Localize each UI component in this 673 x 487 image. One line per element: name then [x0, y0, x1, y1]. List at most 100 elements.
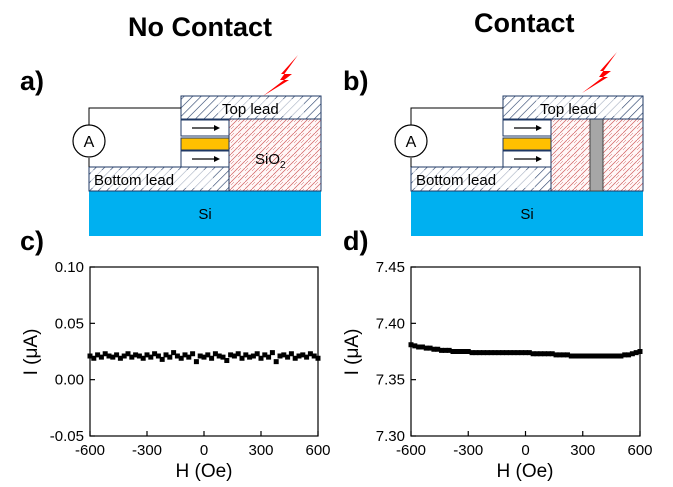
- x-tick-label: 600: [627, 442, 652, 459]
- data-point: [419, 344, 425, 350]
- data-point: [262, 352, 268, 358]
- data-point: [315, 355, 321, 361]
- y-tick-label: -0.05: [50, 428, 84, 445]
- data-point: [216, 353, 222, 359]
- data-point: [87, 353, 93, 359]
- sio2-label: SiO2: [255, 151, 286, 171]
- spacer-layer: [180, 137, 230, 151]
- heading-contact: Contact: [474, 8, 575, 38]
- data-point: [155, 353, 161, 359]
- data-point: [515, 350, 521, 356]
- data-point: [461, 349, 467, 354]
- data-point: [511, 350, 517, 356]
- data-point: [595, 353, 601, 359]
- data-point: [250, 353, 256, 359]
- data-point: [599, 353, 605, 359]
- data-point: [95, 352, 101, 358]
- sio2-region: [228, 118, 322, 192]
- ammeter-label: A: [406, 134, 417, 151]
- substrate-si: [89, 191, 321, 236]
- data-point: [580, 353, 586, 359]
- data-point: [171, 350, 177, 356]
- data-point: [435, 346, 441, 352]
- chart-d: 7.307.357.407.45 -600 -300 0 300 600 I (μA) …: [342, 259, 653, 482]
- data-point: [519, 350, 525, 356]
- data-point: [606, 353, 612, 359]
- data-point: [193, 359, 199, 365]
- data-point: [182, 352, 188, 358]
- y-tick-label: 7.45: [376, 259, 405, 276]
- data-point: [285, 354, 291, 360]
- y-tick-label: 0.05: [55, 315, 84, 332]
- data-point: [503, 350, 509, 356]
- ammeter-icon: [394, 124, 428, 158]
- data-point: [484, 350, 490, 356]
- data-point: [125, 351, 131, 357]
- substrate-label: Si: [198, 206, 211, 223]
- data-point: [197, 353, 203, 359]
- data-point: [159, 356, 165, 362]
- y-tick-label: 7.35: [376, 372, 405, 389]
- data-point: [603, 353, 609, 359]
- x-tick-label: -600: [75, 442, 105, 459]
- bottom-lead-label: Bottom lead: [416, 172, 496, 189]
- x-tick-label: -600: [396, 442, 426, 459]
- data-point: [201, 354, 207, 360]
- data-point: [496, 350, 502, 356]
- data-point: [121, 353, 127, 359]
- x-tick-label: 0: [200, 442, 208, 459]
- data-point: [258, 355, 264, 361]
- pinhole-contact: [589, 118, 604, 192]
- data-point: [526, 350, 532, 356]
- data-point: [178, 355, 184, 361]
- data-point: [266, 354, 272, 360]
- x-tick-label: 0: [521, 442, 529, 459]
- data-point: [492, 350, 498, 356]
- data-point: [412, 343, 418, 349]
- data-point: [557, 352, 563, 358]
- top-lead-label: Top lead: [222, 101, 279, 118]
- data-point: [587, 353, 593, 359]
- panel-label-b: b): [343, 66, 369, 96]
- diagram-a: Si Bottom lead SiO2 Top lead A: [72, 55, 322, 236]
- data-point: [186, 354, 192, 360]
- data-point: [507, 350, 513, 356]
- data-point: [427, 345, 433, 351]
- data-point: [637, 349, 643, 354]
- data-point: [273, 359, 279, 365]
- data-point: [488, 350, 494, 356]
- ammeter-icon: [72, 124, 106, 158]
- y-tick-label: 0.00: [55, 372, 84, 389]
- y-axis-label: I (μA): [21, 329, 42, 376]
- data-point: [98, 354, 104, 360]
- data-point: [542, 351, 548, 357]
- data-point: [129, 354, 135, 360]
- data-point: [610, 353, 616, 359]
- y-tick-label: 7.30: [376, 428, 405, 445]
- heading-no-contact: No Contact: [128, 12, 272, 42]
- diagram-b: Si Bottom lead Top lead A: [394, 52, 644, 236]
- data-point: [110, 354, 116, 360]
- x-axis-label: H (Oe): [176, 461, 233, 482]
- data-point: [576, 353, 582, 359]
- data-point: [439, 347, 445, 353]
- data-point: [235, 351, 241, 357]
- data-point: [469, 350, 475, 356]
- data-point: [311, 353, 317, 359]
- data-point: [148, 354, 154, 360]
- data-point: [618, 353, 624, 359]
- data-point: [473, 350, 479, 356]
- x-tick-label: -300: [132, 442, 162, 459]
- top-lead-label: Top lead: [540, 101, 597, 118]
- data-point: [231, 353, 237, 359]
- data-point: [220, 354, 226, 360]
- data-point: [152, 351, 158, 357]
- data-point: [174, 353, 180, 359]
- data-point: [106, 353, 112, 359]
- data-point: [408, 342, 414, 348]
- spacer-layer: [502, 137, 552, 151]
- x-tick-label: 600: [305, 442, 330, 459]
- data-point: [304, 354, 310, 360]
- data-point: [572, 353, 578, 359]
